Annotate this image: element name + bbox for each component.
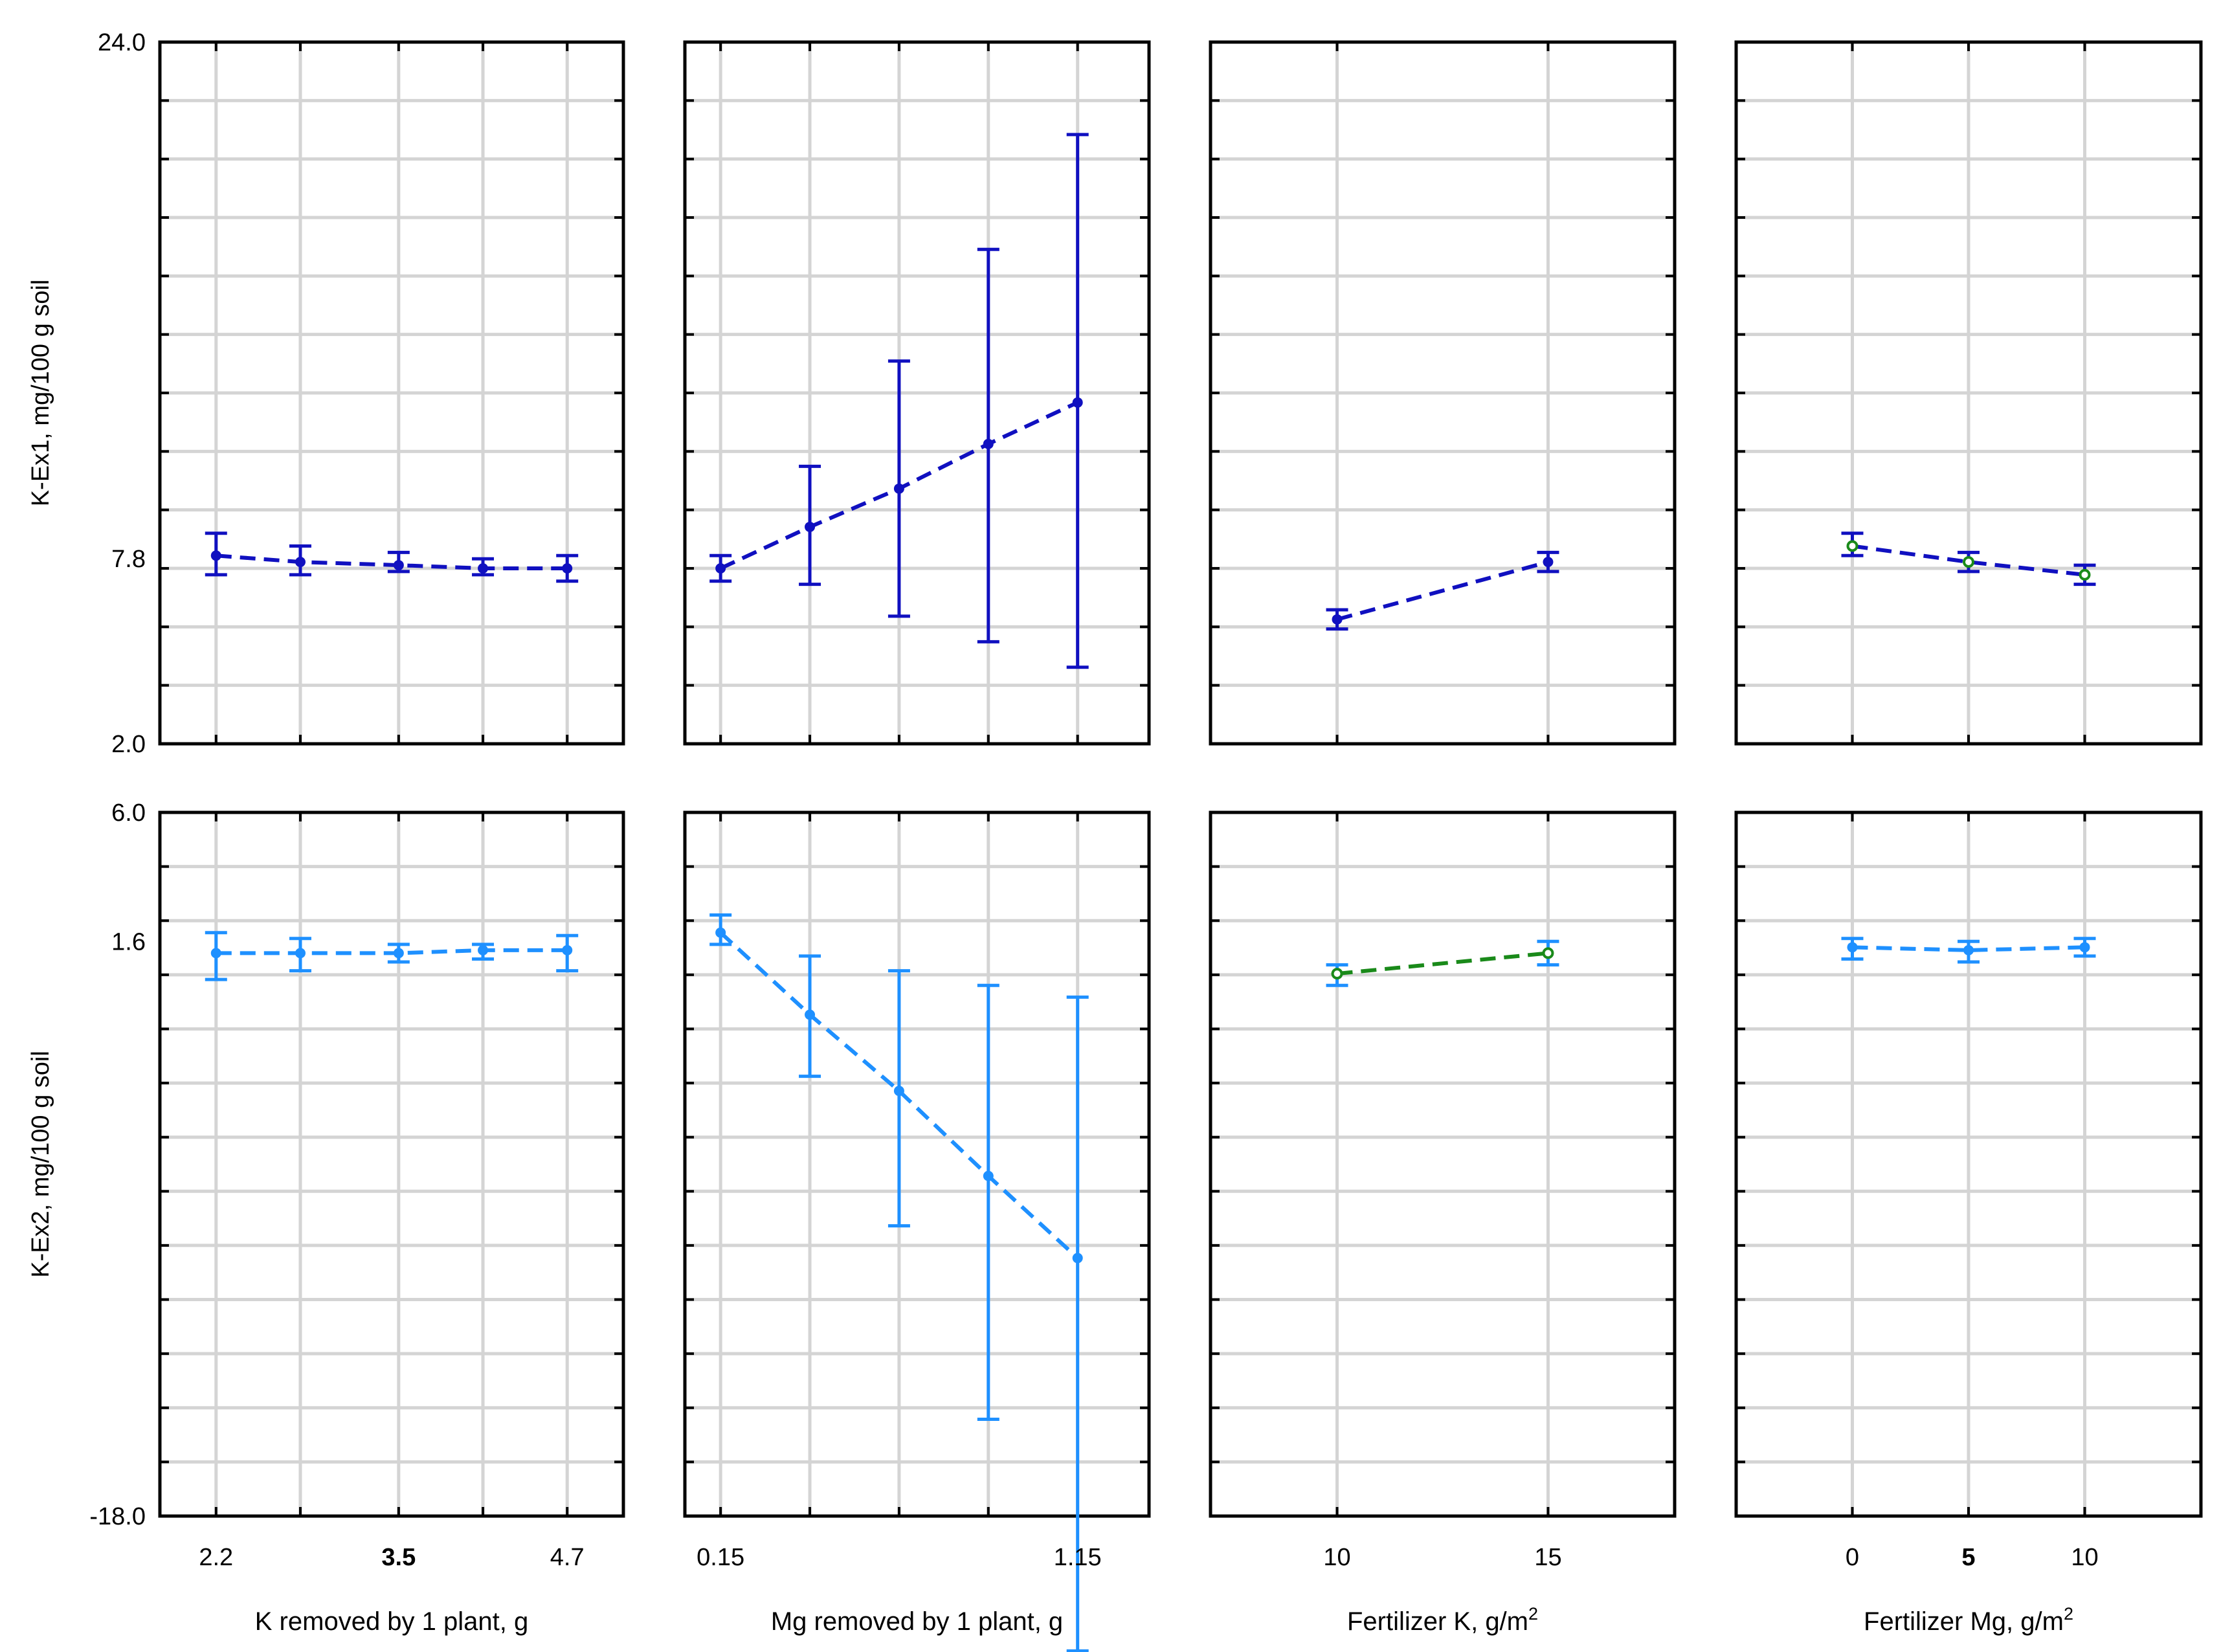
y-axis-label: K-Ex1, mg/100 g soil [27,280,54,507]
x-tick-label: 10 [2071,1544,2098,1571]
series-line [1337,951,1548,976]
panel-r1c1 [158,40,625,746]
y-tick-label: 1.6 [111,928,146,955]
series-line [1852,945,2085,952]
data-point [1332,614,1343,625]
panel-r2c2 [683,810,1151,1652]
data-point [393,948,404,959]
x-tick-label: 5 [1961,1544,1975,1571]
data-point [805,1009,816,1020]
data-point [562,944,573,955]
panel-frame [1734,40,2203,746]
y-tick-label: -18.0 [89,1503,146,1530]
data-point [893,1086,904,1097]
y-tick-label: 7.8 [111,546,146,573]
x-tick-label: 0 [1846,1544,1859,1571]
x-axis-label: Mg removed by 1 plant, g [771,1607,1063,1636]
panel-frame [1209,810,1677,1518]
data-point [1072,397,1083,408]
data-point [393,560,404,571]
data-point [478,944,489,955]
data-point [893,483,904,494]
data-point [1543,557,1554,568]
panel-frame [1734,810,2203,1518]
data-point [2079,942,2090,953]
x-tick-label: 0.15 [697,1544,744,1571]
x-axis-label: Fertilizer K, g/m2 [1347,1604,1538,1636]
data-point [478,563,489,574]
panel-frame [158,810,625,1518]
data-point [1963,944,1974,955]
data-point [1542,947,1554,959]
data-point [210,550,221,561]
x-axis-label: Fertilizer Mg, g/m2 [1864,1604,2073,1636]
x-tick-label: 10 [1323,1544,1350,1571]
x-tick-label: 1.15 [1054,1544,1102,1571]
x-axis-label: K removed by 1 plant, g [255,1607,528,1636]
series-line [216,553,568,570]
data-point [562,563,573,574]
x-axis-label-text: K removed by 1 plant, g [255,1607,528,1636]
data-point [805,521,816,532]
x-tick-label: 4.7 [550,1544,585,1571]
series-line [1336,560,1549,621]
x-tick-label: 15 [1534,1544,1561,1571]
panel-r2c3 [1209,810,1677,1518]
data-point [983,438,994,449]
data-point [295,557,306,568]
x-tick-label: 2.2 [199,1544,233,1571]
series-line [216,948,568,955]
panel-frame [683,810,1151,1518]
data-point [983,1170,994,1181]
panel-frame [1209,40,1677,746]
data-point [1331,968,1343,980]
data-point [2079,568,2091,581]
x-axis-label-text: Fertilizer Mg, g/m [1864,1607,2064,1636]
x-axis-label-superscript: 2 [2064,1604,2073,1624]
panel-r2c1 [158,810,625,1518]
y-tick-label: 24.0 [98,29,146,56]
series-line [719,931,1079,1260]
x-axis-label-text: Fertilizer K, g/m [1347,1607,1528,1636]
data-point [210,948,221,959]
panel-r1c4 [1734,40,2203,746]
data-point [1846,540,1858,552]
data-point [1072,1253,1083,1264]
x-axis-label-text: Mg removed by 1 plant, g [771,1607,1063,1636]
data-point [715,563,726,574]
y-tick-label: 6.0 [111,799,146,827]
panel-r1c3 [1209,40,1677,746]
panel-r2c4 [1734,810,2203,1518]
x-axis-label-superscript: 2 [1528,1604,1538,1624]
y-axis-label: K-Ex2, mg/100 g soil [27,1051,54,1278]
data-point [295,948,306,959]
panel-r1c2 [683,40,1151,746]
series-line [1852,544,2085,577]
panel-frame [158,40,625,746]
data-point [715,927,726,938]
data-point [1963,556,1974,568]
data-point [1847,942,1858,953]
x-tick-label: 3.5 [381,1544,416,1571]
y-tick-label: 2.0 [111,731,146,758]
panel-frame [683,40,1151,746]
